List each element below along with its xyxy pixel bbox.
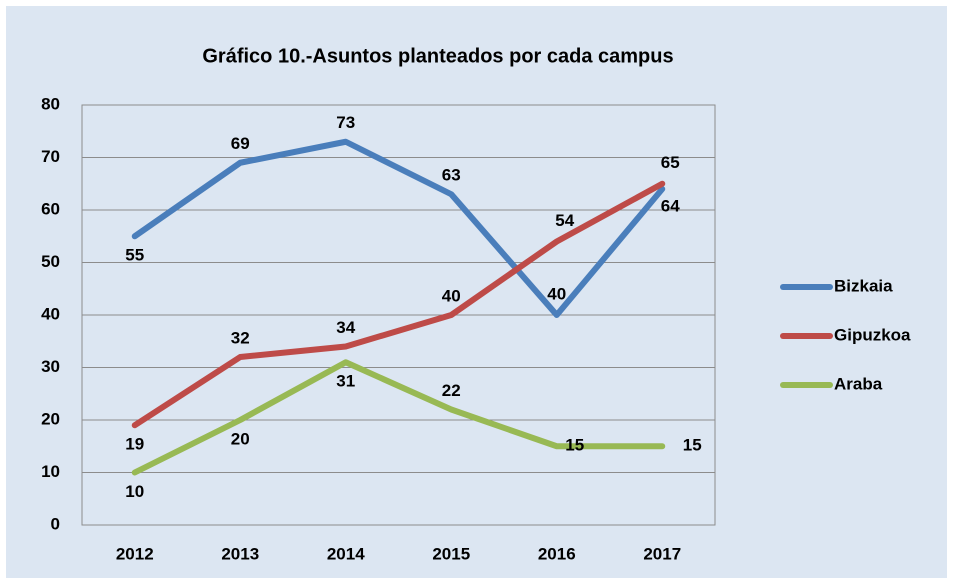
x-tick-label: 2013 — [221, 544, 259, 563]
data-label: 19 — [125, 435, 144, 454]
data-label: 20 — [231, 429, 250, 448]
data-label: 34 — [336, 318, 355, 337]
data-label: 15 — [683, 436, 702, 455]
data-label: 10 — [125, 482, 144, 501]
x-tick-label: 2012 — [116, 544, 154, 563]
data-label: 22 — [442, 381, 461, 400]
y-tick-label: 50 — [41, 252, 60, 271]
data-label: 65 — [661, 153, 680, 172]
data-label: 31 — [336, 372, 355, 391]
data-label: 15 — [565, 436, 584, 455]
data-label: 69 — [231, 134, 250, 153]
data-label: 40 — [442, 286, 461, 305]
data-label: 73 — [336, 113, 355, 132]
legend-label: Araba — [834, 374, 883, 393]
y-tick-label: 70 — [41, 147, 60, 166]
chart-background — [6, 6, 947, 578]
legend-label: Gipuzkoa — [834, 325, 911, 344]
x-tick-label: 2015 — [432, 544, 470, 563]
x-tick-label: 2016 — [538, 544, 576, 563]
chart-title: Gráfico 10.-Asuntos planteados por cada … — [202, 45, 673, 67]
data-label: 54 — [555, 211, 574, 230]
y-tick-label: 60 — [41, 199, 60, 218]
legend-label: Bizkaia — [834, 276, 893, 295]
x-tick-label: 2014 — [327, 544, 365, 563]
y-tick-label: 20 — [41, 409, 60, 428]
series-line — [131, 359, 666, 476]
series-line — [131, 138, 666, 318]
y-tick-label: 0 — [51, 514, 60, 533]
data-label: 40 — [547, 284, 566, 303]
y-tick-label: 40 — [41, 304, 60, 323]
data-label: 55 — [125, 246, 144, 265]
data-label: 63 — [442, 166, 461, 185]
y-tick-label: 80 — [41, 94, 60, 113]
x-tick-label: 2017 — [643, 544, 681, 563]
series-line — [131, 180, 666, 429]
y-tick-label: 30 — [41, 357, 60, 376]
y-tick-label: 10 — [41, 462, 60, 481]
data-label: 64 — [661, 196, 680, 215]
data-label: 32 — [231, 328, 250, 347]
